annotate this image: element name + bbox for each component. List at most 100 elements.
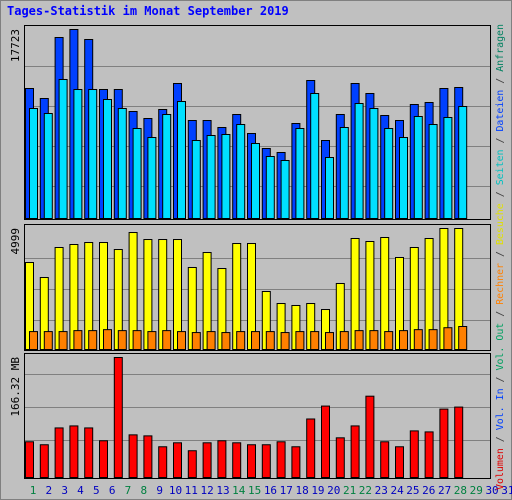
- bar: [428, 124, 438, 219]
- bar: [69, 425, 79, 478]
- bar: [43, 113, 53, 219]
- bar: [103, 329, 112, 351]
- bar: [177, 331, 186, 350]
- x-tick-label: 13: [216, 484, 229, 497]
- legend-item: Vol. Out: [495, 323, 506, 371]
- legend-item: Rechner: [495, 263, 506, 305]
- bar: [261, 444, 271, 478]
- bar: [236, 331, 246, 350]
- bar: [43, 331, 53, 350]
- legend-item: Anfragen: [495, 24, 506, 72]
- x-tick-label: 17: [280, 484, 293, 497]
- x-tick-label: 20: [327, 484, 340, 497]
- bar: [39, 444, 49, 478]
- bar: [310, 331, 320, 350]
- bar: [88, 89, 98, 219]
- legend-item: Vol. In: [495, 388, 506, 430]
- bar: [29, 331, 38, 350]
- bar: [439, 408, 449, 479]
- bar: [354, 330, 364, 351]
- bar: [458, 106, 468, 219]
- bar: [306, 418, 316, 479]
- x-tick-label: 10: [169, 484, 182, 497]
- bar: [147, 331, 157, 350]
- x-tick-label: 7: [125, 484, 132, 497]
- bar: [280, 332, 290, 350]
- bar: [187, 450, 197, 479]
- bar: [84, 427, 94, 478]
- bar: [202, 442, 212, 478]
- bar: [54, 427, 64, 478]
- bar: [117, 107, 127, 219]
- bar: [29, 107, 38, 219]
- bar: [354, 102, 364, 219]
- bar: [236, 124, 246, 219]
- legend-separator: /: [495, 132, 506, 150]
- bar: [265, 331, 275, 350]
- bar: [335, 437, 345, 479]
- bar: [221, 332, 231, 350]
- bar: [132, 128, 142, 219]
- bar: [325, 332, 334, 350]
- bar: [384, 331, 394, 350]
- legend-separator: /: [495, 72, 506, 90]
- x-tick-label: 31: [501, 484, 512, 497]
- x-tick-label: 26: [422, 484, 435, 497]
- x-tick-label: 11: [185, 484, 198, 497]
- bar: [173, 442, 182, 478]
- x-tick-label: 30: [485, 484, 498, 497]
- legend-separator: /: [495, 185, 506, 203]
- x-tick-label: 18: [295, 484, 308, 497]
- legend: Volumen / Vol. In / Vol. Out / Rechner /…: [495, 24, 506, 490]
- x-tick-label: 28: [454, 484, 467, 497]
- bar: [350, 425, 360, 478]
- bar: [162, 330, 172, 351]
- y-tick-label: 166.32 MB: [9, 357, 22, 417]
- bar: [147, 137, 157, 219]
- legend-separator: /: [495, 371, 506, 389]
- y-tick-label: 17723: [9, 29, 22, 62]
- x-tick-label: 5: [93, 484, 100, 497]
- bar: [413, 329, 423, 351]
- bar: [247, 444, 256, 478]
- bar: [206, 331, 216, 350]
- legend-item: Seiten: [495, 149, 506, 185]
- bar: [454, 406, 464, 479]
- bar: [251, 331, 260, 350]
- bar: [443, 327, 453, 350]
- bar: [128, 434, 138, 479]
- bar: [58, 79, 68, 219]
- bar: [162, 114, 172, 219]
- y-tick-label: 4999: [9, 228, 22, 255]
- x-tick-label: 9: [156, 484, 163, 497]
- bar: [158, 446, 168, 478]
- bar: [143, 435, 153, 479]
- bar: [73, 330, 83, 351]
- bar: [380, 441, 390, 478]
- legend-item: Besuche: [495, 203, 506, 245]
- bar: [369, 107, 379, 219]
- bar: [291, 446, 301, 478]
- bar: [251, 142, 260, 220]
- legend-item: Volumen: [495, 448, 506, 490]
- x-tick-label: 19: [311, 484, 324, 497]
- bar: [395, 446, 404, 478]
- x-tick-label: 14: [232, 484, 246, 497]
- bar: [206, 135, 216, 219]
- x-tick-label: 29: [470, 484, 483, 497]
- bar: [321, 405, 330, 479]
- bar: [99, 440, 108, 478]
- x-tick-label: 2: [46, 484, 53, 497]
- bar: [365, 395, 375, 478]
- bar: [103, 98, 112, 219]
- bar: [280, 159, 290, 219]
- bar: [458, 326, 468, 350]
- x-tick-label: 6: [109, 484, 116, 497]
- bar: [132, 330, 142, 351]
- bar: [399, 330, 408, 351]
- bar: [217, 440, 227, 478]
- bar: [295, 331, 305, 350]
- x-tick-label: 22: [359, 484, 372, 497]
- bar: [413, 115, 423, 219]
